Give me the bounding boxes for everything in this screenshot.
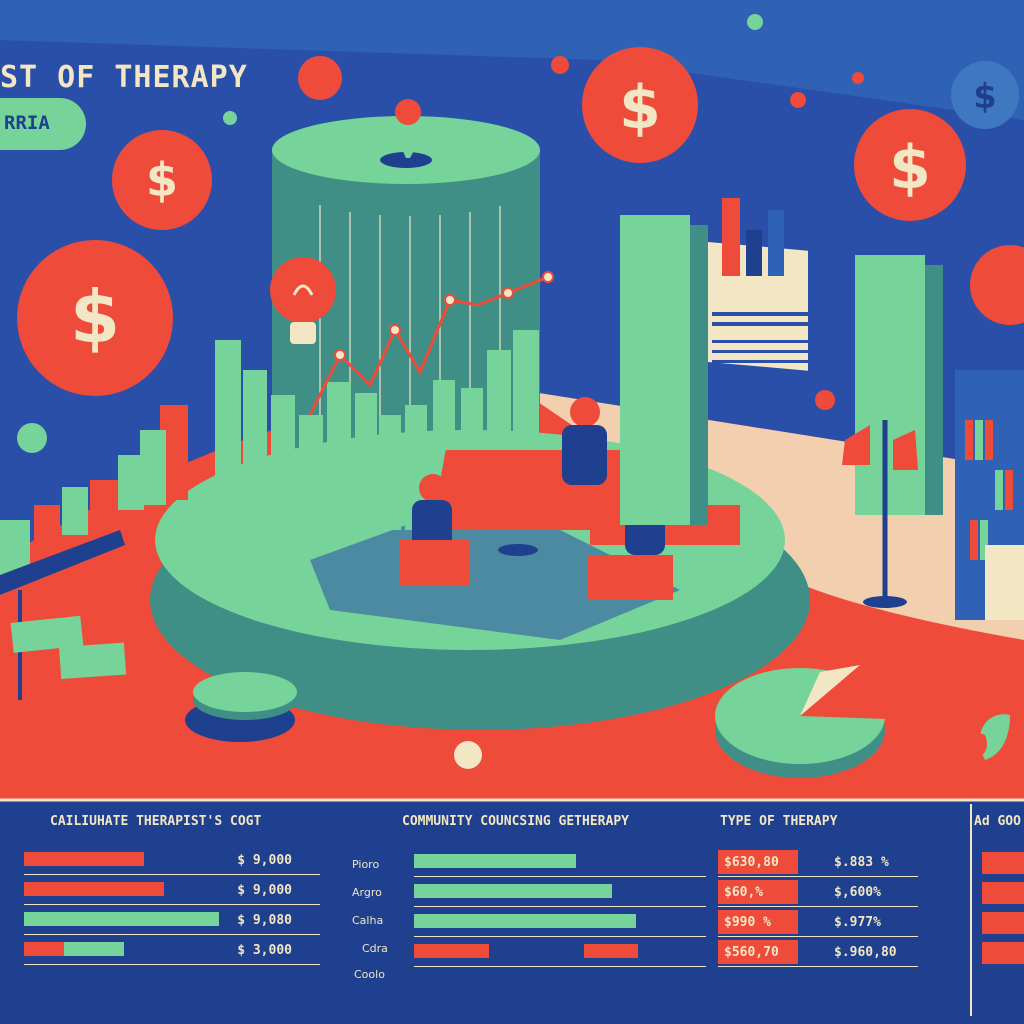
therapist-figure: [562, 397, 607, 485]
svg-text:$: $: [619, 73, 661, 143]
therapy-value-a: $630,80: [724, 855, 779, 870]
table-row: [414, 880, 714, 907]
dollar-coin-icon: $: [854, 109, 966, 221]
cost-value: $ 3,000: [237, 943, 292, 958]
svg-text:$: $: [973, 77, 997, 117]
therapy-value-b: $.883 %: [834, 855, 889, 870]
counseling-bar: [414, 944, 489, 958]
therapy-value-a: $990 %: [724, 915, 771, 930]
panel-title: COMMUNITY COUNCSING GETHERAPY: [402, 814, 629, 829]
table-row: $ 9,080: [24, 908, 320, 935]
pie-chart-icon: [715, 665, 915, 778]
dollar-coin-icon: $: [951, 61, 1019, 129]
therapy-value-b: $.960,80: [834, 945, 897, 960]
table-row: [414, 910, 714, 937]
panel1-rows: $ 9,000 $ 9,000 $ 9,080 $ 3,000: [24, 848, 320, 1008]
row-label: Coolo: [354, 968, 385, 981]
pill-label: RRIA: [4, 112, 50, 134]
cost-bar: [24, 942, 64, 956]
counseling-bar: [414, 914, 636, 928]
cost-bar: [24, 852, 144, 866]
dollar-coin-icon: $: [17, 240, 173, 396]
cost-value: $ 9,000: [237, 853, 292, 868]
svg-text:$: $: [70, 275, 120, 359]
table-row: $630,80 $.883 %: [718, 850, 918, 877]
cost-bar: [24, 882, 164, 896]
table-row: [414, 850, 714, 877]
table-row: $560,70 $.960,80: [718, 940, 918, 967]
table-row: $ 9,000: [24, 878, 320, 905]
table-row: $60,% $,600%: [718, 880, 918, 907]
svg-text:$: $: [889, 133, 931, 203]
header-pill: RRIA: [0, 98, 86, 150]
table-row: $ 9,000: [24, 848, 320, 875]
lightbulb-icon: [270, 257, 336, 344]
client-figure: [400, 474, 470, 585]
panel3-rows: $630,80 $.883 % $60,% $,600% $990 % $.97…: [718, 850, 918, 1000]
panel-type-of-therapy: TYPE OF THERAPY $630,80 $.883 % $60,% $,…: [706, 804, 934, 1016]
therapy-value-b: $.977%: [834, 915, 881, 930]
panel-title: Ad GOO: [974, 814, 1021, 829]
floor-lamp-icon: [842, 420, 918, 608]
svg-text:$: $: [146, 153, 178, 207]
cost-bar: [24, 912, 219, 926]
panel-therapist-cost: CAILIUHATE THERAPIST'S COGT $ 9,000 $ 9,…: [0, 804, 330, 1016]
counseling-bar: [414, 854, 576, 868]
leaf-icon: [964, 714, 1010, 760]
cost-bar: [64, 942, 124, 956]
panel2-rows: [414, 850, 714, 1000]
dollar-coin-icon: $: [582, 47, 698, 163]
table-row: $990 % $.977%: [718, 910, 918, 937]
counseling-bar: [584, 944, 638, 958]
counseling-bar: [414, 884, 612, 898]
panel-title: CAILIUHATE THERAPIST'S COGT: [50, 814, 262, 829]
therapy-value-b: $,600%: [834, 885, 881, 900]
row-label: Argro: [352, 886, 382, 899]
dollar-coin-icon: $: [112, 130, 212, 230]
panel-title: TYPE OF THERAPY: [720, 814, 838, 829]
row-label: Calha: [352, 914, 384, 927]
cost-value: $ 9,000: [237, 883, 292, 898]
therapy-value-a: $60,%: [724, 885, 764, 900]
row-label: Cdra: [362, 942, 388, 955]
map-pin-icon: [395, 99, 421, 158]
page-title: ST OF THERAPY: [0, 60, 248, 95]
table-row: [414, 940, 714, 967]
therapy-value-a: $560,70: [724, 945, 779, 960]
panel-cropped: Ad GOO: [970, 804, 1024, 1016]
panel-community-counseling: COMMUNITY COUNCSING GETHERAPY Pioro Argr…: [340, 804, 714, 1016]
table-row: $ 3,000: [24, 938, 320, 965]
cost-value: $ 9,080: [237, 913, 292, 928]
row-label: Pioro: [352, 858, 380, 871]
